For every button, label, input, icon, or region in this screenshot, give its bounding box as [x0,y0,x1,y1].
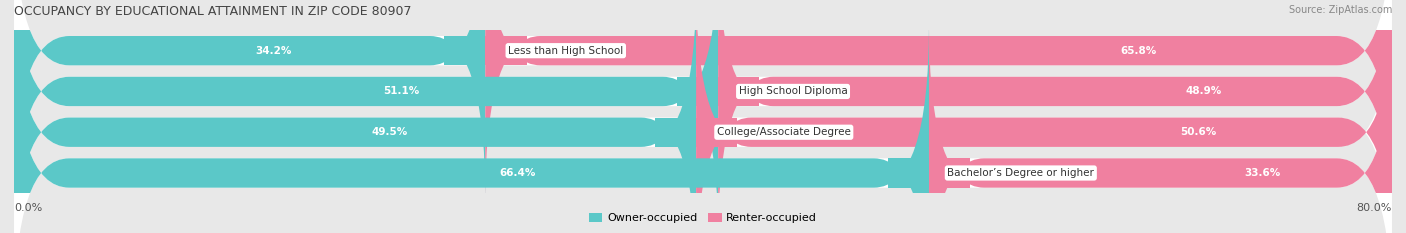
FancyBboxPatch shape [14,0,1392,233]
Text: 48.9%: 48.9% [1185,86,1222,96]
Bar [676,77,759,106]
FancyBboxPatch shape [14,24,1392,233]
Text: 50.6%: 50.6% [1180,127,1216,137]
FancyBboxPatch shape [14,0,1392,233]
FancyBboxPatch shape [929,24,1392,233]
Bar [887,158,970,188]
Text: Less than High School: Less than High School [508,46,623,56]
FancyBboxPatch shape [14,0,718,233]
FancyBboxPatch shape [718,0,1392,233]
FancyBboxPatch shape [485,0,1392,199]
Bar [696,117,738,147]
Text: 66.4%: 66.4% [499,168,536,178]
Bar [655,117,738,147]
Text: 51.1%: 51.1% [384,86,419,96]
FancyBboxPatch shape [696,0,1393,233]
FancyBboxPatch shape [14,0,1392,199]
Text: Source: ZipAtlas.com: Source: ZipAtlas.com [1288,5,1392,15]
Text: 0.0%: 0.0% [14,203,42,213]
Bar [718,77,759,106]
Text: 33.6%: 33.6% [1244,168,1281,178]
Bar [929,158,970,188]
Text: 65.8%: 65.8% [1121,46,1156,56]
FancyBboxPatch shape [14,24,929,233]
Text: Bachelor’s Degree or higher: Bachelor’s Degree or higher [948,168,1094,178]
Bar [485,36,527,65]
FancyBboxPatch shape [14,0,696,233]
Legend: Owner-occupied, Renter-occupied: Owner-occupied, Renter-occupied [585,208,821,227]
Text: 49.5%: 49.5% [371,127,408,137]
Text: 34.2%: 34.2% [254,46,291,56]
FancyBboxPatch shape [14,0,485,199]
Text: OCCUPANCY BY EDUCATIONAL ATTAINMENT IN ZIP CODE 80907: OCCUPANCY BY EDUCATIONAL ATTAINMENT IN Z… [14,5,412,18]
Text: College/Associate Degree: College/Associate Degree [717,127,851,137]
Bar [444,36,527,65]
Text: 80.0%: 80.0% [1357,203,1392,213]
Text: High School Diploma: High School Diploma [738,86,848,96]
